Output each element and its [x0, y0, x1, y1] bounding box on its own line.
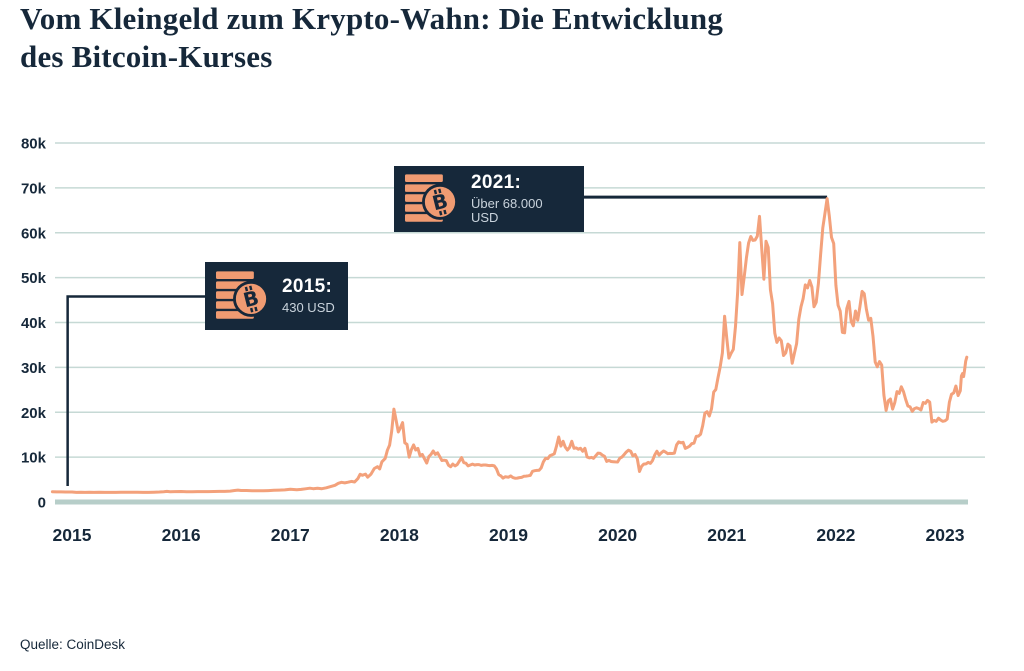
y-tick-label: 40k: [21, 315, 47, 332]
annotation-2015-value: 430 USD: [282, 299, 335, 315]
source-caption: Quelle: CoinDesk: [20, 637, 126, 652]
y-tick-label: 70k: [21, 180, 47, 197]
y-tick-label: 20k: [21, 405, 47, 422]
x-tick-label: 2017: [271, 525, 310, 545]
x-tick-label: 2021: [707, 525, 746, 545]
svg-text:B: B: [241, 286, 261, 312]
x-tick-label: 2023: [926, 525, 965, 545]
x-tick-label: 2022: [816, 525, 855, 545]
annotation-2015-connector: [66, 295, 205, 486]
bitcoin-coin-stack-icon: B: [405, 174, 458, 222]
page-title: Vom Kleingeld zum Krypto-Wahn: Die Entwi…: [20, 1, 724, 74]
annotation-2021-year: 2021:: [471, 171, 522, 193]
y-tick-label: 80k: [21, 136, 47, 153]
x-tick-label: 2020: [598, 525, 637, 545]
bitcoin-coin-stack-icon: B: [216, 271, 269, 319]
y-tick-label: 30k: [21, 360, 47, 377]
y-tick-label: 10k: [21, 450, 47, 467]
y-tick-label: 50k: [21, 270, 47, 287]
x-tick-label: 2015: [53, 525, 92, 545]
annotation-2015-year: 2015:: [282, 275, 333, 297]
annotation-2015: B 2015: 430 USD: [205, 262, 348, 330]
annotation-2021-value: Über 68.000 USD: [471, 195, 543, 225]
y-tick-label: 60k: [21, 225, 47, 242]
y-tick-label: 0: [38, 495, 46, 512]
bitcoin-price-series-line: [50, 197, 969, 494]
annotation-2021-text: 2021: Über 68.000 USD: [471, 171, 572, 225]
x-tick-label: 2016: [162, 525, 201, 545]
annotation-2021: B 2021: Über 68.000 USD: [394, 166, 584, 232]
x-tick-label: 2018: [380, 525, 419, 545]
x-tick-label: 2019: [489, 525, 528, 545]
annotation-2015-text: 2015: 430 USD: [282, 275, 335, 315]
svg-text:B: B: [430, 189, 450, 215]
